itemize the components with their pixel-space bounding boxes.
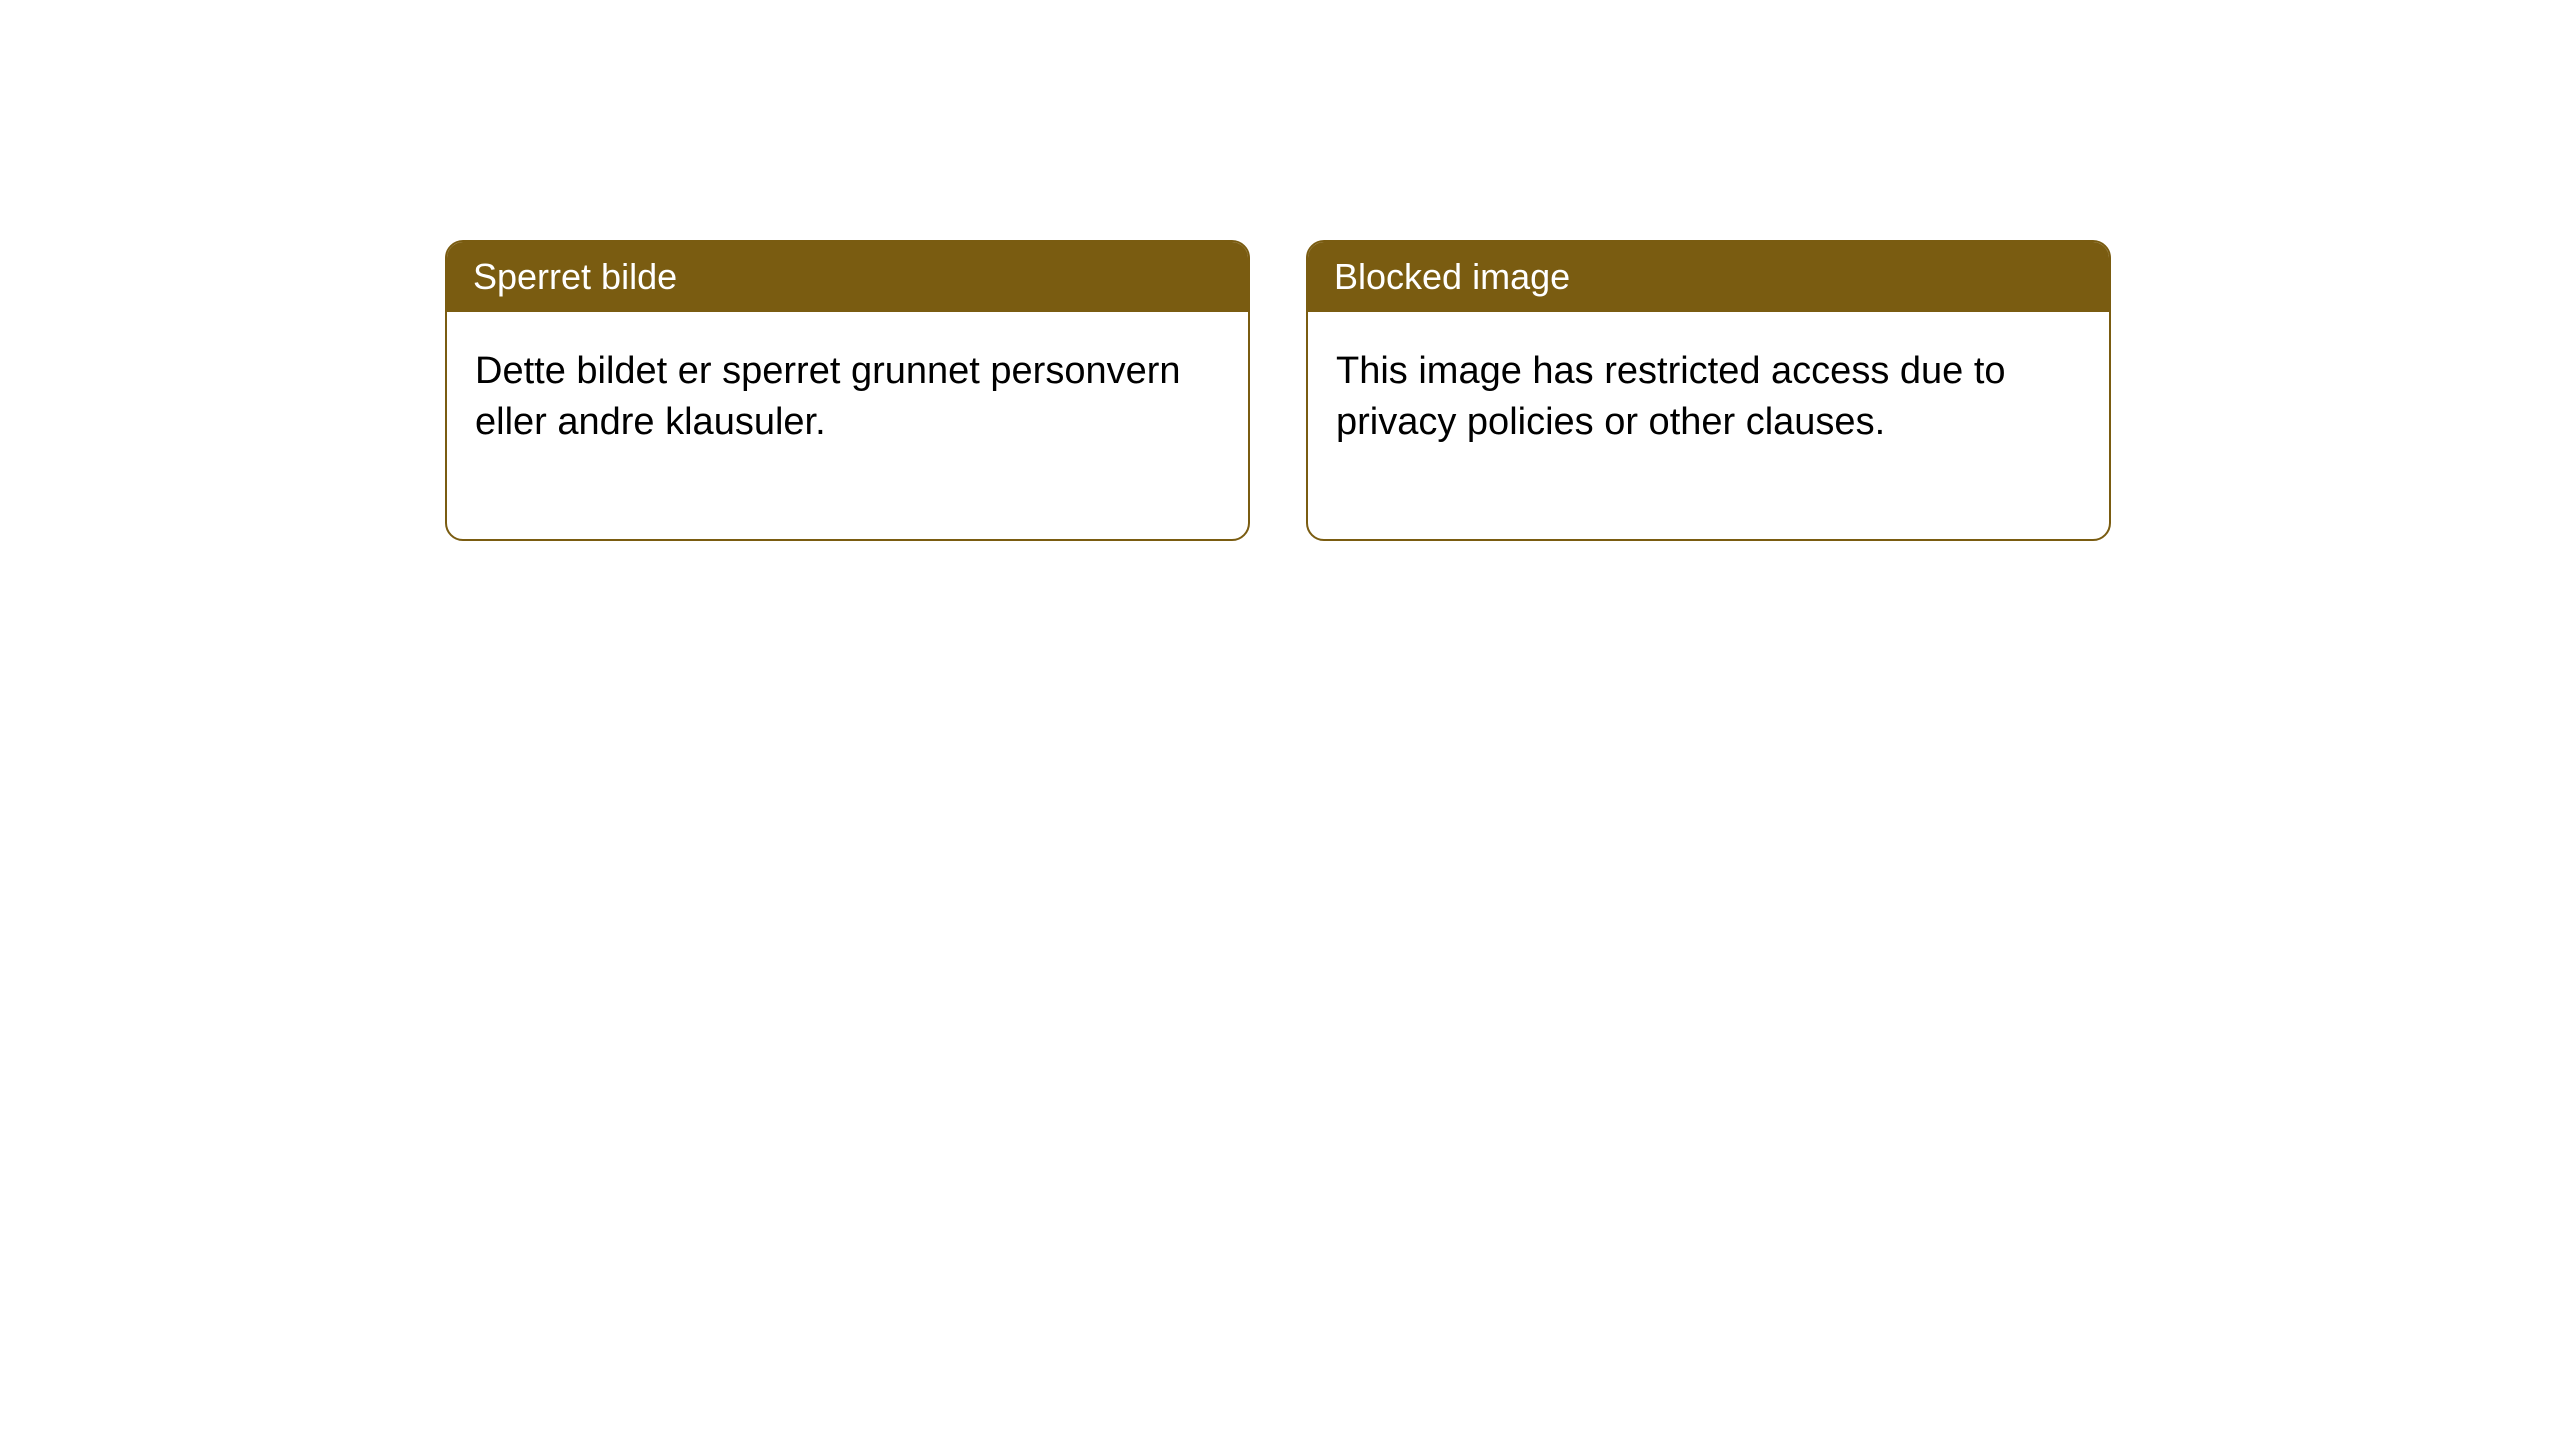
notice-box-english: Blocked image This image has restricted … xyxy=(1306,240,2111,541)
notice-container: Sperret bilde Dette bildet er sperret gr… xyxy=(445,240,2111,541)
notice-header: Blocked image xyxy=(1308,242,2109,312)
notice-body: Dette bildet er sperret grunnet personve… xyxy=(447,312,1248,539)
notice-header: Sperret bilde xyxy=(447,242,1248,312)
notice-body: This image has restricted access due to … xyxy=(1308,312,2109,539)
notice-box-norwegian: Sperret bilde Dette bildet er sperret gr… xyxy=(445,240,1250,541)
